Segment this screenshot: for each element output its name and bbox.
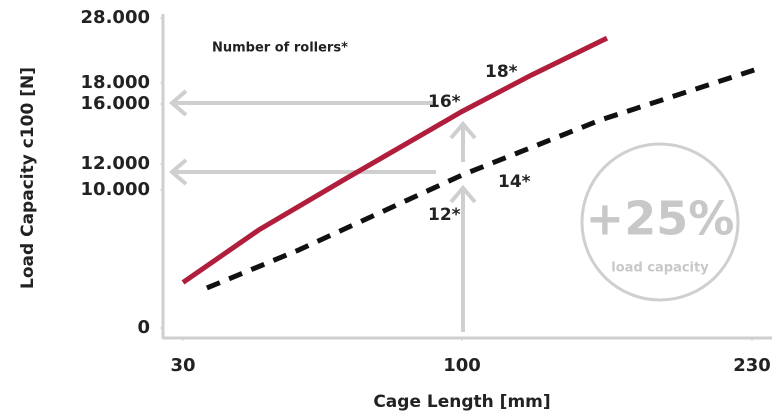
annotation: Number of rollers* bbox=[212, 41, 348, 56]
y-tick-label: 10.000 bbox=[81, 179, 150, 200]
x-tick-label: 230 bbox=[733, 355, 771, 376]
guide-arrows bbox=[168, 89, 477, 332]
badge-label: load capacity bbox=[611, 261, 709, 276]
badge-value: +25% bbox=[586, 192, 735, 246]
y-axis-label: Load Capacity c100 [N] bbox=[18, 67, 38, 289]
y-tick-label: 16.000 bbox=[81, 93, 150, 114]
x-axis-label: Cage Length [mm] bbox=[373, 392, 550, 412]
y-tick-label: 18.000 bbox=[81, 72, 150, 93]
line-series bbox=[181, 35, 609, 285]
x-tick-label: 30 bbox=[170, 355, 195, 376]
y-tick-label: 28.000 bbox=[81, 7, 150, 28]
annotation: 16* bbox=[428, 92, 461, 112]
y-tick-label: 0 bbox=[137, 317, 150, 338]
y-tick-label: 12.000 bbox=[81, 153, 150, 174]
x-tick-label: 100 bbox=[443, 355, 481, 376]
annotation: 12* bbox=[428, 205, 461, 225]
line-series bbox=[205, 67, 756, 291]
badge bbox=[580, 142, 740, 302]
annotation: 18* bbox=[485, 62, 518, 82]
annotation: 14* bbox=[498, 172, 531, 192]
